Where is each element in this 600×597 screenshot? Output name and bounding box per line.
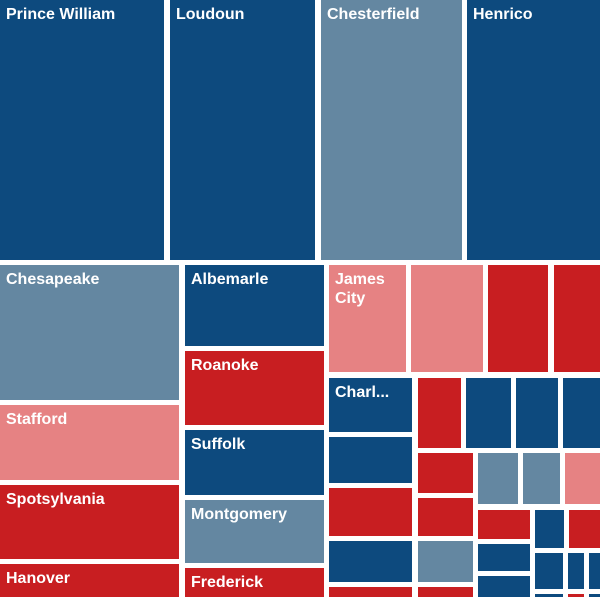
treemap-tile-label: Hanover [6, 570, 71, 587]
treemap-tile[interactable] [418, 378, 461, 448]
treemap-tile-label: Prince William [6, 6, 116, 23]
treemap-tile-label: Roanoke [191, 357, 259, 374]
treemap-tile[interactable]: James City [329, 265, 406, 372]
treemap-tile[interactable] [535, 594, 563, 597]
treemap-tile[interactable] [418, 587, 473, 597]
treemap-tile[interactable] [589, 553, 600, 589]
treemap-tile[interactable]: Frederick [185, 568, 324, 597]
treemap-tile[interactable]: Chesapeake [0, 265, 179, 400]
treemap-tile[interactable] [523, 453, 560, 504]
treemap-tile[interactable]: Prince William [0, 0, 164, 260]
treemap-tile[interactable] [478, 544, 530, 571]
treemap-tile[interactable]: Roanoke [185, 351, 324, 425]
treemap-tile[interactable] [589, 594, 600, 597]
treemap-tile[interactable] [478, 453, 518, 504]
treemap-tile[interactable] [329, 437, 412, 483]
treemap-tile-label: Chesapeake [6, 271, 100, 288]
treemap-tile[interactable] [329, 587, 412, 597]
treemap-tile[interactable] [535, 553, 563, 589]
treemap-tile[interactable] [516, 378, 558, 448]
treemap-tile[interactable] [568, 553, 584, 589]
treemap-tile[interactable] [478, 510, 530, 539]
treemap-tile[interactable] [466, 378, 511, 448]
treemap-tile[interactable]: Spotsylvania [0, 485, 179, 559]
treemap-tile-label: Stafford [6, 411, 68, 428]
treemap-tile[interactable] [535, 510, 564, 548]
treemap-tile[interactable]: Montgomery [185, 500, 324, 563]
treemap-tile[interactable] [488, 265, 548, 372]
treemap-tile[interactable]: Loudoun [170, 0, 315, 260]
treemap-tile-label: Montgomery [191, 506, 287, 523]
treemap-tile-label: Spotsylvania [6, 491, 105, 508]
treemap-tile-label: Frederick [191, 574, 264, 591]
treemap-tile[interactable]: Chesterfield [321, 0, 462, 260]
treemap-tile[interactable] [418, 498, 473, 536]
treemap-tile[interactable]: Henrico [467, 0, 600, 260]
treemap-tile[interactable] [418, 541, 473, 582]
treemap-tile-label: Charl... [335, 384, 390, 401]
treemap-tile[interactable] [563, 378, 600, 448]
treemap-tile[interactable]: Suffolk [185, 430, 324, 495]
treemap-tile[interactable] [478, 576, 530, 597]
treemap-tile-label: James City [335, 271, 385, 307]
treemap-tile[interactable] [554, 265, 600, 372]
treemap-tile[interactable] [411, 265, 483, 372]
treemap-tile[interactable] [418, 453, 473, 493]
treemap-tile[interactable] [565, 453, 600, 504]
treemap-tile[interactable] [568, 594, 584, 597]
treemap-tile[interactable] [329, 488, 412, 536]
treemap-tile[interactable]: Hanover [0, 564, 179, 597]
treemap-tile-label: Suffolk [191, 436, 246, 453]
treemap-tile-label: Loudoun [176, 6, 245, 23]
treemap-tile-label: Albemarle [191, 271, 269, 288]
treemap-tile-label: Chesterfield [327, 6, 420, 23]
treemap-tile[interactable]: Charl... [329, 378, 412, 432]
treemap-tile-label: Henrico [473, 6, 533, 23]
treemap-tile[interactable] [329, 541, 412, 582]
treemap-tile[interactable] [569, 510, 600, 548]
treemap-tile[interactable]: Albemarle [185, 265, 324, 346]
treemap-tile[interactable]: Stafford [0, 405, 179, 480]
